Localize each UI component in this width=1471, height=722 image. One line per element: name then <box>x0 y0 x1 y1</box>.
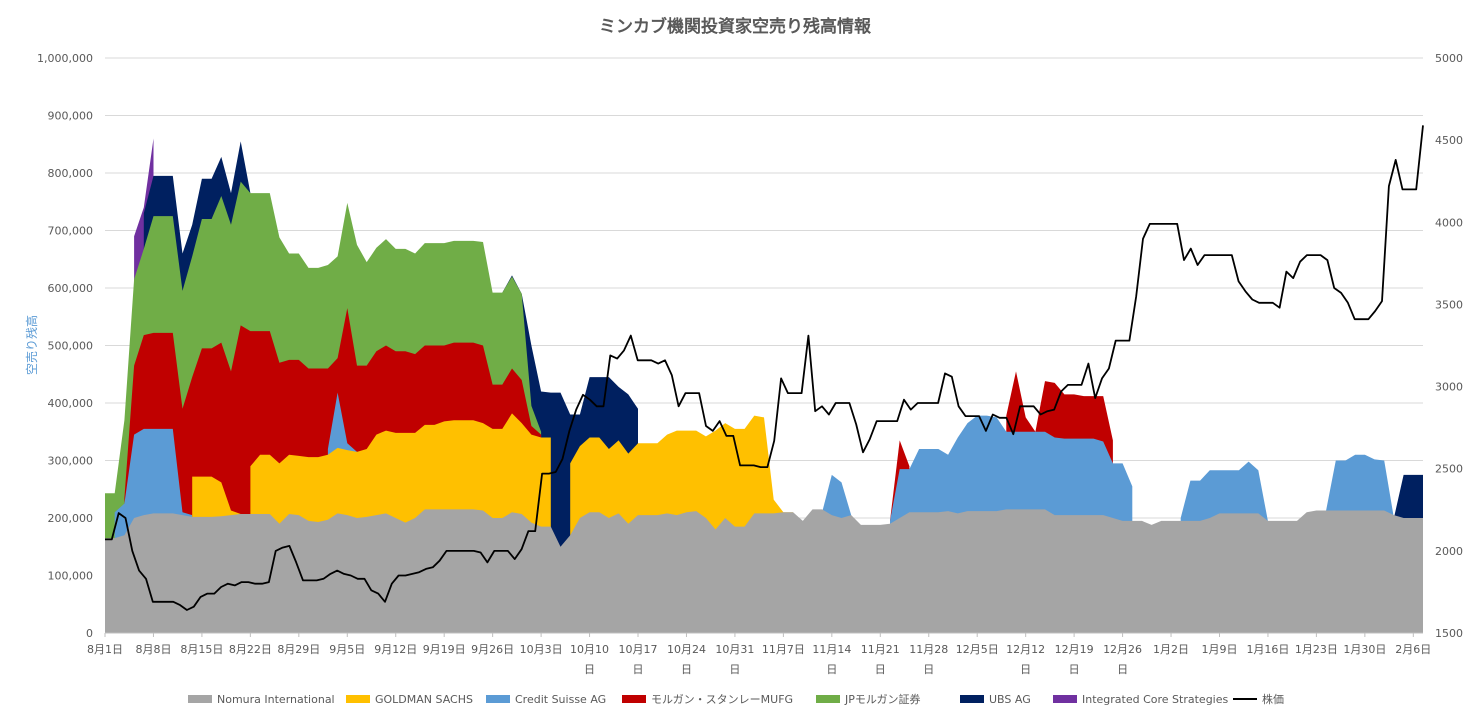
area-nomura-international <box>105 509 1423 633</box>
y2-tick-label: 5000 <box>1435 52 1463 65</box>
x-tick-label: 9月12日 <box>374 643 417 656</box>
x-tick-label: 1月16日 <box>1246 643 1289 656</box>
legend-swatch <box>960 695 984 703</box>
x-tick-label: 9月19日 <box>423 643 466 656</box>
x-tick-label: 12月19 <box>1055 643 1094 656</box>
y-axis-label: 空売り残高 <box>24 315 39 375</box>
legend-swatch <box>188 695 212 703</box>
x-tick-label: 8月29日 <box>277 643 320 656</box>
chart-title: ミンカブ機関投資家空売り残高情報 <box>599 16 872 37</box>
x-tick-label: 1月9日 <box>1201 643 1237 656</box>
y-tick-label: 700,000 <box>48 225 94 238</box>
x-tick-label-line2: 日 <box>923 663 934 676</box>
x-tick-label: 1月23日 <box>1295 643 1338 656</box>
legend-label: Integrated Core Strategies <box>1082 693 1229 706</box>
y-tick-label: 600,000 <box>48 282 94 295</box>
x-tick-label-line2: 日 <box>681 663 692 676</box>
x-tick-label: 1月2日 <box>1153 643 1189 656</box>
y2-tick-label: 2000 <box>1435 545 1463 558</box>
y-tick-label: 500,000 <box>48 340 94 353</box>
y2-tick-label: 3000 <box>1435 381 1463 394</box>
legend: Nomura International GOLDMAN SACHS Credit … <box>188 692 1284 706</box>
y-tick-label: 900,000 <box>48 110 94 123</box>
y2-tick-label: 3500 <box>1435 298 1463 311</box>
legend-label: 株価 <box>1262 692 1284 706</box>
y-tick-label: 200,000 <box>48 512 94 525</box>
x-tick-label: 8月15日 <box>180 643 223 656</box>
x-tick-label: 9月26日 <box>471 643 514 656</box>
legend-swatch <box>1053 695 1077 703</box>
x-tick-label: 10月17 <box>619 643 658 656</box>
y-tick-label: 0 <box>86 627 93 640</box>
x-tick-label: 2月6日 <box>1395 643 1431 656</box>
legend-swatch <box>486 695 510 703</box>
x-tick-label: 10月24 <box>667 643 706 656</box>
legend-swatch <box>346 695 370 703</box>
x-tick-label: 11月28 <box>909 643 948 656</box>
y-tick-label: 1,000,000 <box>37 52 93 65</box>
legend-swatch <box>816 695 840 703</box>
x-tick-label: 11月7日 <box>762 643 805 656</box>
x-tick-label: 9月5日 <box>329 643 365 656</box>
y-tick-label: 400,000 <box>48 397 94 410</box>
x-tick-label-line2: 日 <box>875 663 886 676</box>
x-tick-label-line2: 日 <box>1069 663 1080 676</box>
x-tick-label: 12月12 <box>1006 643 1045 656</box>
x-tick-label: 8月1日 <box>87 643 123 656</box>
x-tick-label: 11月21 <box>861 643 900 656</box>
x-tick-label-line2: 日 <box>1117 663 1128 676</box>
y2-tick-label: 2500 <box>1435 463 1463 476</box>
x-tick-label: 8月22日 <box>229 643 272 656</box>
y-tick-label: 300,000 <box>48 455 94 468</box>
y2-tick-label: 4500 <box>1435 134 1463 147</box>
legend-label: GOLDMAN SACHS <box>375 693 473 706</box>
x-tick-label-line2: 日 <box>584 663 595 676</box>
x-tick-label: 11月14 <box>812 643 851 656</box>
legend-swatch <box>622 695 646 703</box>
x-tick-label-line2: 日 <box>729 663 740 676</box>
x-tick-label: 12月5日 <box>956 643 999 656</box>
y-tick-label: 100,000 <box>48 570 94 583</box>
axes: 0 100,000 200,000 300,000 400,000 500,000 600,… <box>37 52 1463 676</box>
x-tick-label-line2: 日 <box>826 663 837 676</box>
legend-label: Nomura International <box>217 693 335 706</box>
price-line <box>105 125 1424 611</box>
x-tick-label: 10月31 <box>715 643 754 656</box>
x-tick-label: 10月3日 <box>520 643 563 656</box>
y2-tick-label: 4000 <box>1435 216 1463 229</box>
price-line-series <box>105 125 1424 611</box>
x-tick-label: 10月10 <box>570 643 609 656</box>
x-tick-label: 12月26 <box>1103 643 1142 656</box>
legend-label: UBS AG <box>989 693 1031 706</box>
legend-label: Credit Suisse AG <box>515 693 606 706</box>
x-tick-label: 1月30日 <box>1343 643 1386 656</box>
y2-tick-label: 1500 <box>1435 627 1463 640</box>
area-series <box>105 138 1423 633</box>
legend-label: JPモルガン証券 <box>844 692 921 706</box>
legend-label: モルガン・スタンレーMUFG <box>651 693 793 706</box>
x-tick-label-line2: 日 <box>633 663 644 676</box>
x-tick-label-line2: 日 <box>1020 663 1031 676</box>
y-tick-label: 800,000 <box>48 167 94 180</box>
x-tick-label: 8月8日 <box>135 643 171 656</box>
